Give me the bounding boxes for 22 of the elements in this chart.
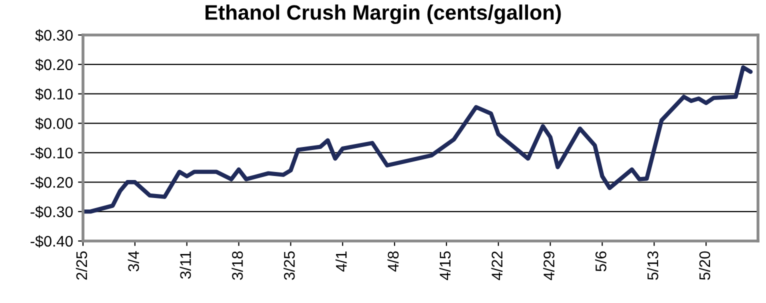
chart-title: Ethanol Crush Margin (cents/gallon) — [206, 4, 561, 24]
x-tick-label: 2/25 — [76, 251, 88, 280]
x-tick-label: 4/1 — [335, 251, 347, 272]
x-tick-label: 5/20 — [698, 251, 710, 280]
y-tick-label: -$0.30 — [30, 206, 73, 218]
x-tick-label: 3/25 — [284, 251, 295, 280]
y-tick-label: $0.30 — [35, 29, 73, 42]
x-tick-label: 4/8 — [387, 251, 399, 272]
y-tick-label: -$0.10 — [30, 146, 73, 160]
x-tick-label: 4/22 — [491, 251, 502, 280]
x-tick-label: 5/6 — [595, 251, 606, 272]
y-tick-label: -$0.40 — [30, 235, 73, 248]
y-tick-label: $0.00 — [35, 118, 73, 130]
x-tick-label: 4/15 — [439, 251, 451, 280]
x-tick-label: 3/11 — [180, 251, 191, 279]
x-tick-label: 4/29 — [543, 251, 554, 280]
x-tick-label: 3/4 — [128, 251, 140, 272]
x-tick-label: 3/18 — [232, 251, 243, 280]
y-tick-label: $0.20 — [35, 58, 73, 72]
x-tick-label: 5/13 — [647, 251, 658, 280]
y-tick-label: -$0.20 — [30, 176, 73, 189]
y-tick-label: $0.10 — [35, 88, 73, 100]
